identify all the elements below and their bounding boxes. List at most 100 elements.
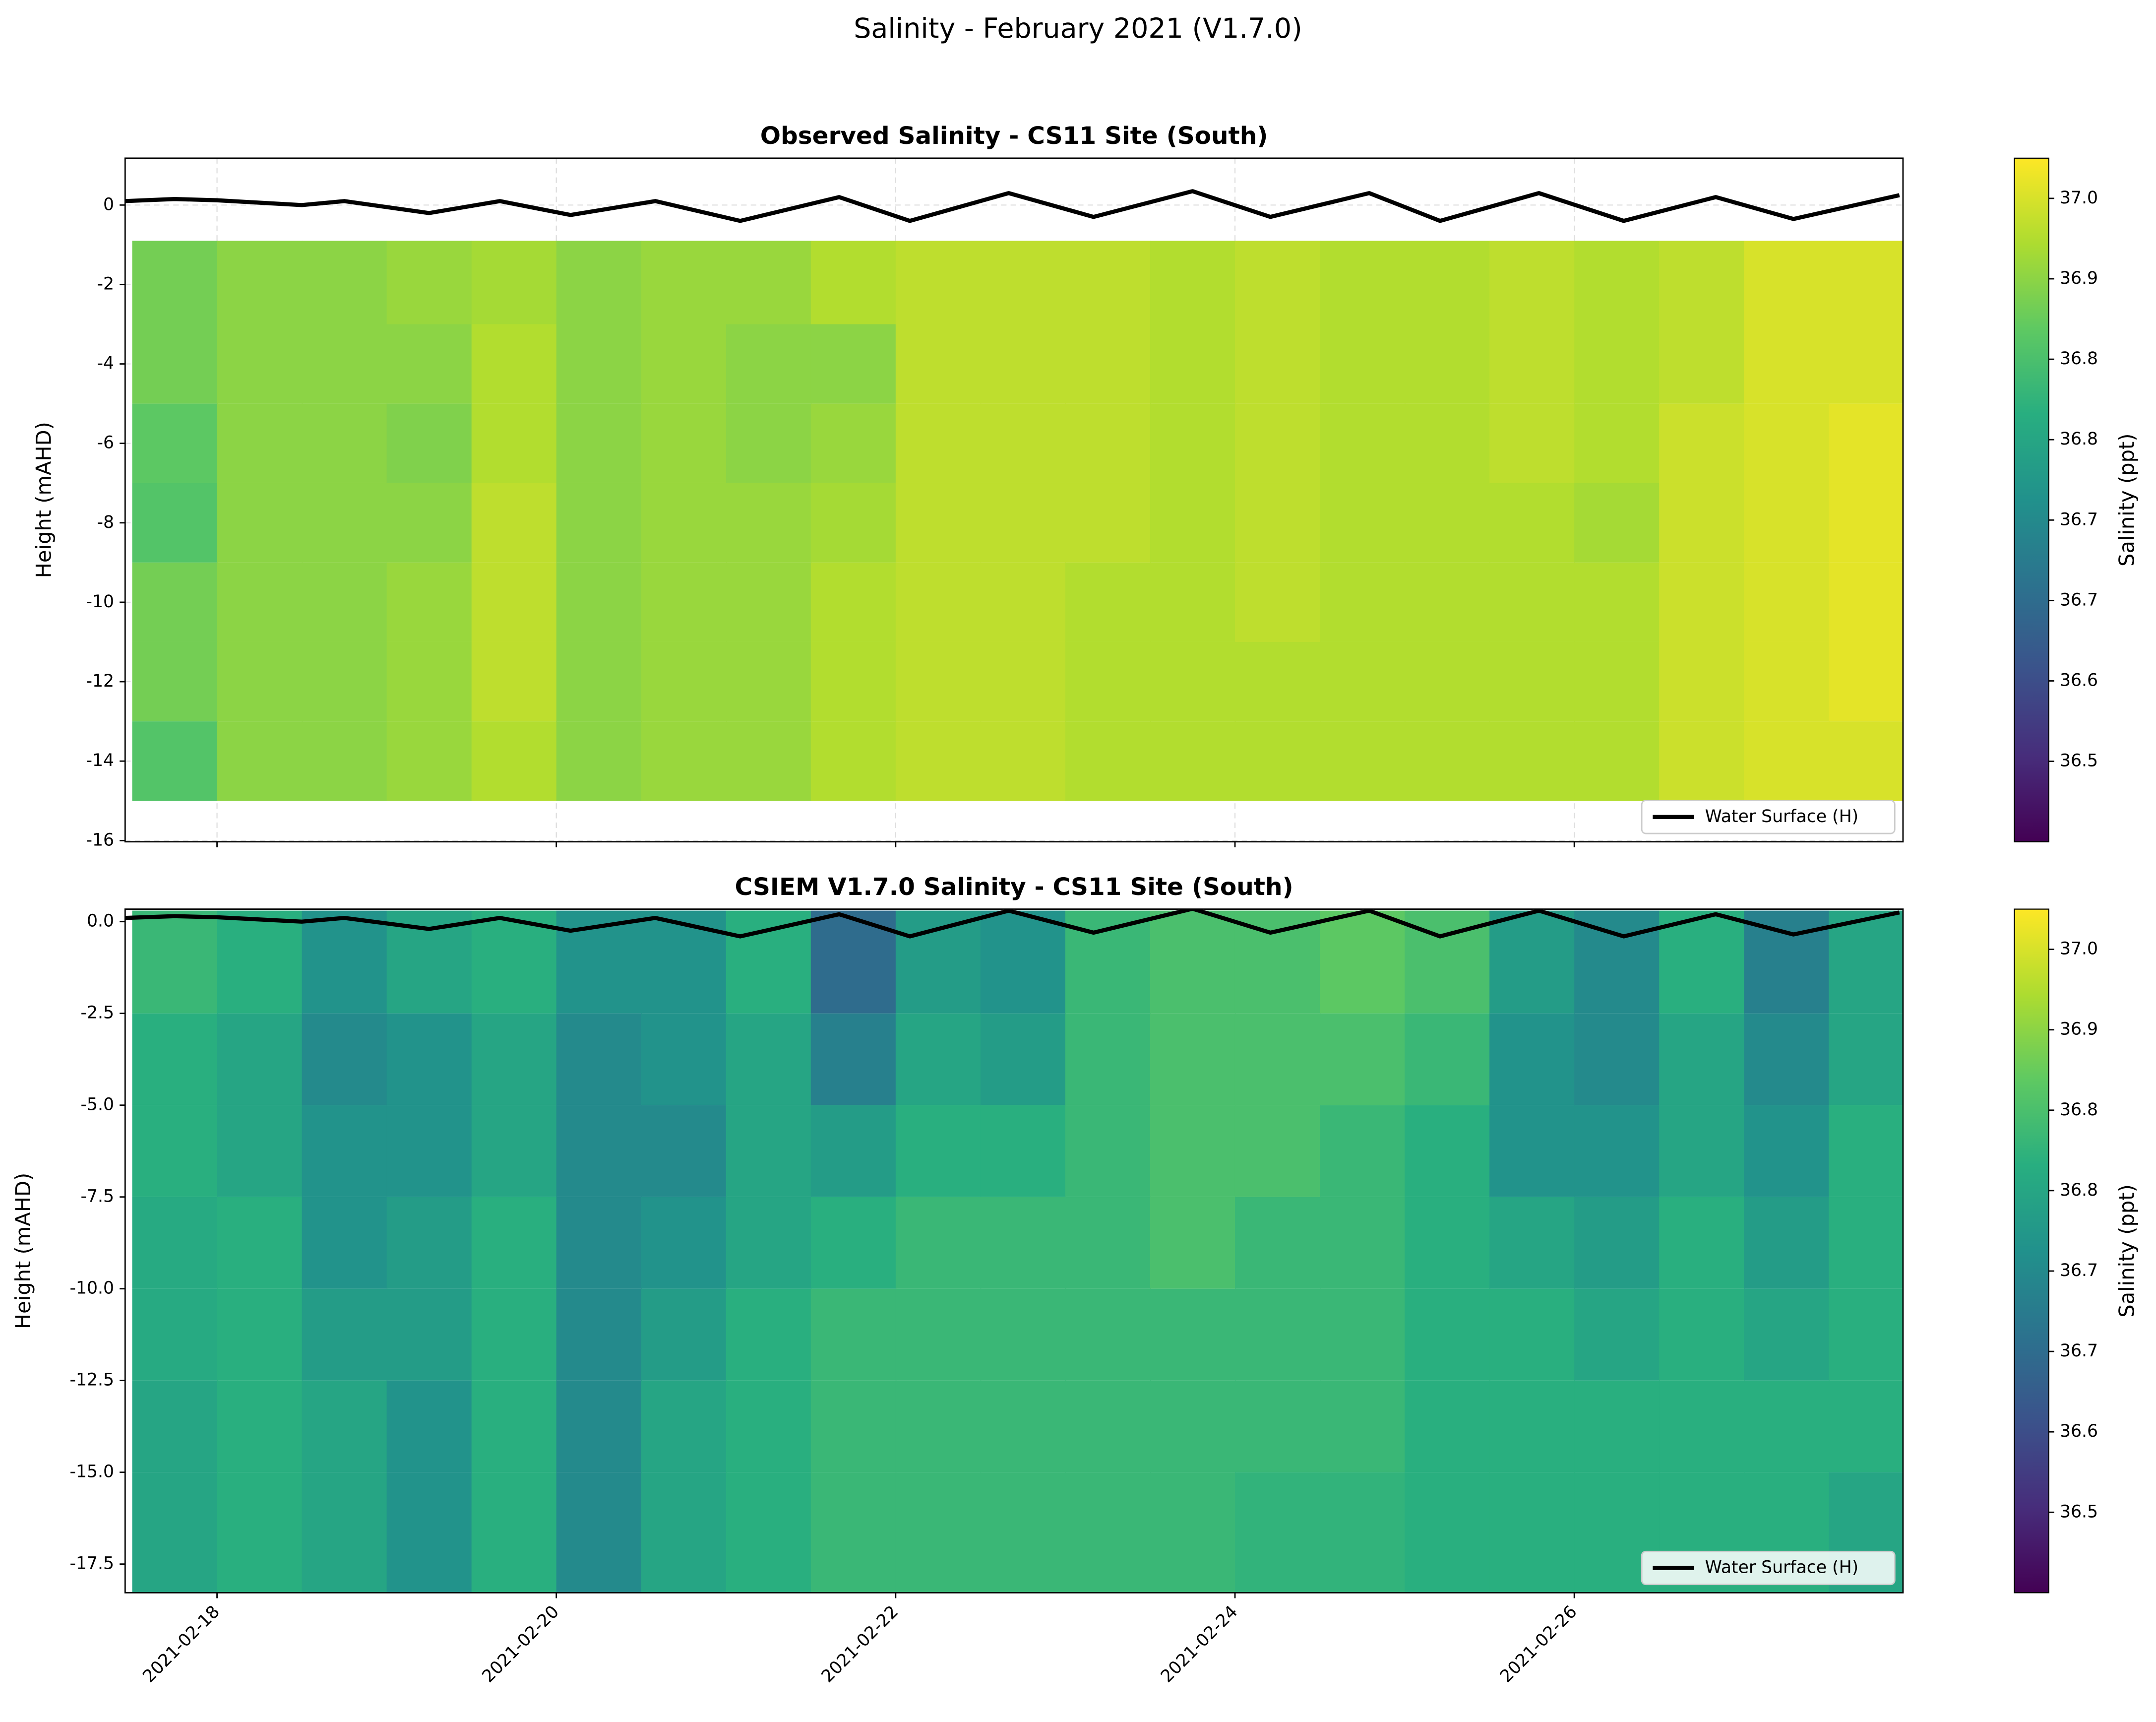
heatmap-cell xyxy=(641,1197,727,1289)
heatmap-cell xyxy=(1150,1197,1236,1289)
y-tick-label: -8 xyxy=(97,512,115,532)
legend-box xyxy=(1641,1550,1896,1586)
heatmap-cell xyxy=(1574,562,1660,642)
legend-label: Water Surface (H) xyxy=(1705,1557,1858,1577)
colorbar-tick-label: 36.7 xyxy=(2060,1341,2098,1361)
heatmap-cell xyxy=(471,1013,557,1105)
heatmap-cell xyxy=(1234,1105,1321,1197)
colorbar-tick-label: 36.5 xyxy=(2060,751,2098,771)
y-tick-label: -7.5 xyxy=(81,1187,115,1207)
heatmap-cell xyxy=(302,1197,388,1289)
heatmap-cell xyxy=(980,1105,1066,1197)
heatmap-cell xyxy=(1065,641,1151,722)
colorbar-tick-label: 36.9 xyxy=(2060,268,2098,288)
heatmap-cell xyxy=(132,1472,218,1593)
y-tick-label: 0 xyxy=(103,194,114,214)
heatmap-cell xyxy=(1574,1380,1660,1472)
heatmap-cell xyxy=(895,403,982,483)
heatmap-cell xyxy=(386,1472,473,1593)
heatmap-cell xyxy=(1659,403,1745,483)
heatmap-cell xyxy=(556,483,642,563)
heatmap-cell xyxy=(980,910,1066,1014)
heatmap-cell xyxy=(1574,1288,1660,1381)
heatmap-cell xyxy=(132,562,218,642)
heatmap-cell xyxy=(1065,1380,1151,1472)
heatmap-cell xyxy=(1574,1013,1660,1105)
heatmap-cell xyxy=(471,641,557,722)
y-axis-label: Height (mAHD) xyxy=(11,1173,35,1329)
heatmap-cell xyxy=(132,1105,218,1197)
y-tick-label: -10.0 xyxy=(69,1278,114,1298)
heatmap-cell xyxy=(302,483,388,563)
heatmap-cell xyxy=(132,1380,218,1472)
heatmap-cell xyxy=(810,641,897,722)
heatmap-cell xyxy=(1405,241,1490,324)
heatmap-cell xyxy=(217,562,303,642)
heatmap-cell xyxy=(386,1197,473,1289)
heatmap-cell xyxy=(1574,721,1660,801)
heatmap-cell xyxy=(302,1380,388,1472)
heatmap-cell xyxy=(1150,641,1236,722)
axes-frame xyxy=(124,908,1904,1594)
y-tick-label: -5.0 xyxy=(81,1095,115,1115)
heatmap-cell xyxy=(386,721,473,801)
heatmap-cell xyxy=(1829,483,1903,563)
heatmap-cell xyxy=(556,1472,642,1593)
heatmap-cell xyxy=(895,1197,982,1289)
heatmap-cell xyxy=(810,1288,897,1381)
heatmap-cell xyxy=(1320,1197,1406,1289)
heatmap-cell xyxy=(810,562,897,642)
colorbar-tick-label: 36.8 xyxy=(2060,1180,2098,1200)
heatmap-cell xyxy=(556,562,642,642)
heatmap-cell xyxy=(1744,241,1830,324)
heatmap-cell xyxy=(471,562,557,642)
colorbar-tick-label: 36.9 xyxy=(2060,1020,2098,1039)
heatmap-cell xyxy=(1405,1380,1490,1472)
heatmap-cell xyxy=(1489,910,1575,1014)
heatmap-cell xyxy=(641,1105,727,1197)
heatmap-cell xyxy=(1065,721,1151,801)
heatmap-cell xyxy=(1234,1197,1321,1289)
heatmap-cell xyxy=(556,1105,642,1197)
heatmap-cell xyxy=(1489,324,1575,404)
heatmap-cell xyxy=(980,641,1066,722)
heatmap-cell xyxy=(217,910,303,1014)
heatmap-cell xyxy=(1150,241,1236,324)
heatmap-cell xyxy=(302,403,388,483)
heatmap-cell xyxy=(1065,910,1151,1014)
heatmap-cell xyxy=(1150,910,1236,1014)
heatmap-cell xyxy=(1065,403,1151,483)
heatmap-cell xyxy=(641,324,727,404)
heatmap-cell xyxy=(1744,1380,1830,1472)
colorbar-tick-label: 36.8 xyxy=(2060,349,2098,369)
y-tick-label: 0.0 xyxy=(87,911,114,931)
colorbar-label: Salinity (ppt) xyxy=(2115,433,2139,567)
colorbar xyxy=(2014,908,2049,1594)
heatmap-cell xyxy=(1659,910,1745,1014)
heatmap-cell xyxy=(217,1105,303,1197)
heatmap-cell xyxy=(1574,403,1660,483)
heatmap-cell xyxy=(217,1197,303,1289)
heatmap-cell xyxy=(726,324,812,404)
heatmap-cell xyxy=(217,721,303,801)
heatmap-cell xyxy=(1320,1288,1406,1381)
y-tick-label: -2 xyxy=(97,274,115,294)
heatmap-cell xyxy=(1405,1105,1490,1197)
heatmap-cell xyxy=(556,641,642,722)
heatmap-cell xyxy=(302,1472,388,1593)
heatmap-cell xyxy=(1574,1105,1660,1197)
heatmap-cell xyxy=(641,483,727,563)
heatmap-cell xyxy=(386,1105,473,1197)
heatmap-cell xyxy=(895,1380,982,1472)
heatmap-cell xyxy=(302,641,388,722)
heatmap-cell xyxy=(1065,1288,1151,1381)
heatmap-cell xyxy=(810,483,897,563)
water-surface-line xyxy=(125,189,1900,223)
heatmap-cell xyxy=(1405,1013,1490,1105)
heatmap-cell xyxy=(895,1013,982,1105)
heatmap-cell xyxy=(302,562,388,642)
heatmap-cell xyxy=(1320,641,1406,722)
heatmap-cell xyxy=(1150,1013,1236,1105)
heatmap-cell xyxy=(1744,403,1830,483)
heatmap-cell xyxy=(726,483,812,563)
